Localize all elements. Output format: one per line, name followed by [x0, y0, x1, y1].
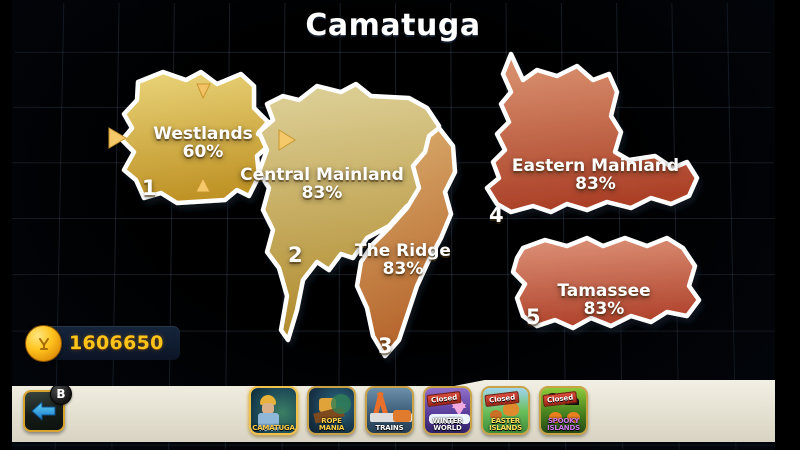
- currency-panel: 1606650: [25, 325, 180, 362]
- game-tile-trains[interactable]: TRAINS: [365, 386, 414, 435]
- tile-name: ROPE MANIA: [318, 417, 345, 432]
- map-region-eastern-mainland[interactable]: [484, 51, 700, 215]
- tile-name: WINTER WORLD: [432, 417, 463, 432]
- tile-name: CAMATUGA: [252, 424, 295, 432]
- back-button-badge: B: [50, 383, 72, 405]
- tile-name: TRAINS: [375, 424, 404, 432]
- game-tile-winter-world[interactable]: Closed WINTER WORLD: [423, 386, 472, 435]
- game-tile-rope-mania[interactable]: ROPE MANIA: [307, 386, 356, 435]
- marker-triangle-west: [108, 127, 127, 149]
- bottom-toolbar: B CAMATUGA ROPE MANIA: [11, 380, 775, 442]
- map-region-westlands[interactable]: [119, 69, 276, 206]
- game-tile-easter-islands[interactable]: Closed EASTER ISLANDS: [481, 386, 530, 435]
- letterbox-right: [775, 0, 800, 450]
- coin-icon: [25, 325, 62, 362]
- tile-name: SPOOKY ISLANDS: [547, 417, 580, 432]
- map-region-tamassee[interactable]: [510, 235, 702, 331]
- game-tile-camatuga[interactable]: CAMATUGA: [249, 386, 298, 435]
- game-tile-list: CAMATUGA ROPE MANIA TRAINS: [249, 386, 588, 435]
- game-tile-spooky-islands[interactable]: Closed SPOOKY ISLANDS: [539, 386, 588, 435]
- tile-name: EASTER ISLANDS: [489, 417, 522, 432]
- back-button[interactable]: B: [23, 383, 72, 432]
- page-title: Camatuga: [305, 8, 481, 43]
- letterbox-left: [0, 0, 12, 450]
- coin-amount: 1606650: [69, 332, 164, 354]
